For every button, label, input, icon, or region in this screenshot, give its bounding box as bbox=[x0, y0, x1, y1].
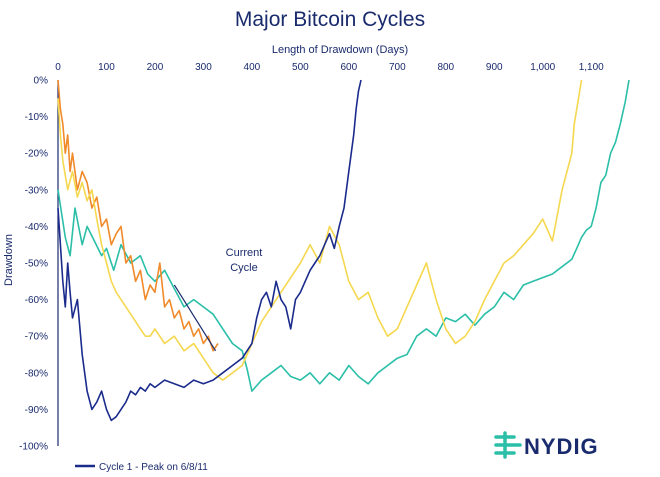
x-tick-label: 800 bbox=[437, 62, 454, 73]
y-tick-label: -20% bbox=[25, 149, 48, 160]
y-tick-label: -10% bbox=[25, 112, 48, 123]
legend: Cycle 1 - Peak on 6/8/11 bbox=[75, 462, 208, 473]
annotation-arrow bbox=[173, 284, 217, 352]
y-axis-ticks: 0% -10% -20% -30% -40% -50% -60% -70% -80% -90% -1… bbox=[19, 76, 48, 453]
y-tick-label: -100% bbox=[19, 442, 48, 453]
chart-title: Major Bitcoin Cycles bbox=[235, 8, 425, 31]
x-tick-label: 600 bbox=[341, 62, 358, 73]
y-tick-label: -80% bbox=[25, 368, 48, 379]
x-axis-ticks: 0 100 200 300 400 500 600 700 800 900 1,000 1,100 bbox=[55, 62, 604, 73]
nydig-logo-mark-icon bbox=[494, 431, 522, 459]
y-tick-label: 0% bbox=[34, 76, 49, 87]
x-tick-label: 400 bbox=[244, 62, 261, 73]
annotation-line1: Current bbox=[226, 247, 263, 259]
x-tick-label: 200 bbox=[147, 62, 164, 73]
y-axis-title: Drawdown bbox=[3, 234, 15, 286]
y-tick-label: -50% bbox=[25, 259, 48, 270]
x-tick-label: 100 bbox=[98, 62, 115, 73]
y-tick-label: -40% bbox=[25, 222, 48, 233]
y-tick-label: -90% bbox=[25, 405, 48, 416]
x-tick-label: 1,100 bbox=[579, 62, 604, 73]
nydig-logo-text: NYDIG bbox=[524, 434, 599, 459]
x-axis-title: Length of Drawdown (Days) bbox=[272, 44, 408, 56]
legend-label-cycle-1: Cycle 1 - Peak on 6/8/11 bbox=[99, 462, 208, 473]
series-layer bbox=[57, 79, 630, 422]
series-line-2 bbox=[57, 79, 583, 381]
series-line-1 bbox=[57, 79, 219, 352]
x-tick-label: 0 bbox=[55, 62, 61, 73]
series-line-0 bbox=[57, 79, 630, 392]
x-tick-label: 700 bbox=[389, 62, 406, 73]
x-tick-label: 1,000 bbox=[530, 62, 555, 73]
x-tick-label: 300 bbox=[195, 62, 212, 73]
annotation-line2: Cycle bbox=[230, 262, 258, 274]
series-line-3 bbox=[57, 79, 362, 422]
y-tick-label: -60% bbox=[25, 295, 48, 306]
y-tick-label: -30% bbox=[25, 185, 48, 196]
y-tick-label: -70% bbox=[25, 332, 48, 343]
x-tick-label: 900 bbox=[486, 62, 503, 73]
x-tick-label: 500 bbox=[292, 62, 309, 73]
nydig-logo: NYDIG bbox=[494, 431, 599, 459]
